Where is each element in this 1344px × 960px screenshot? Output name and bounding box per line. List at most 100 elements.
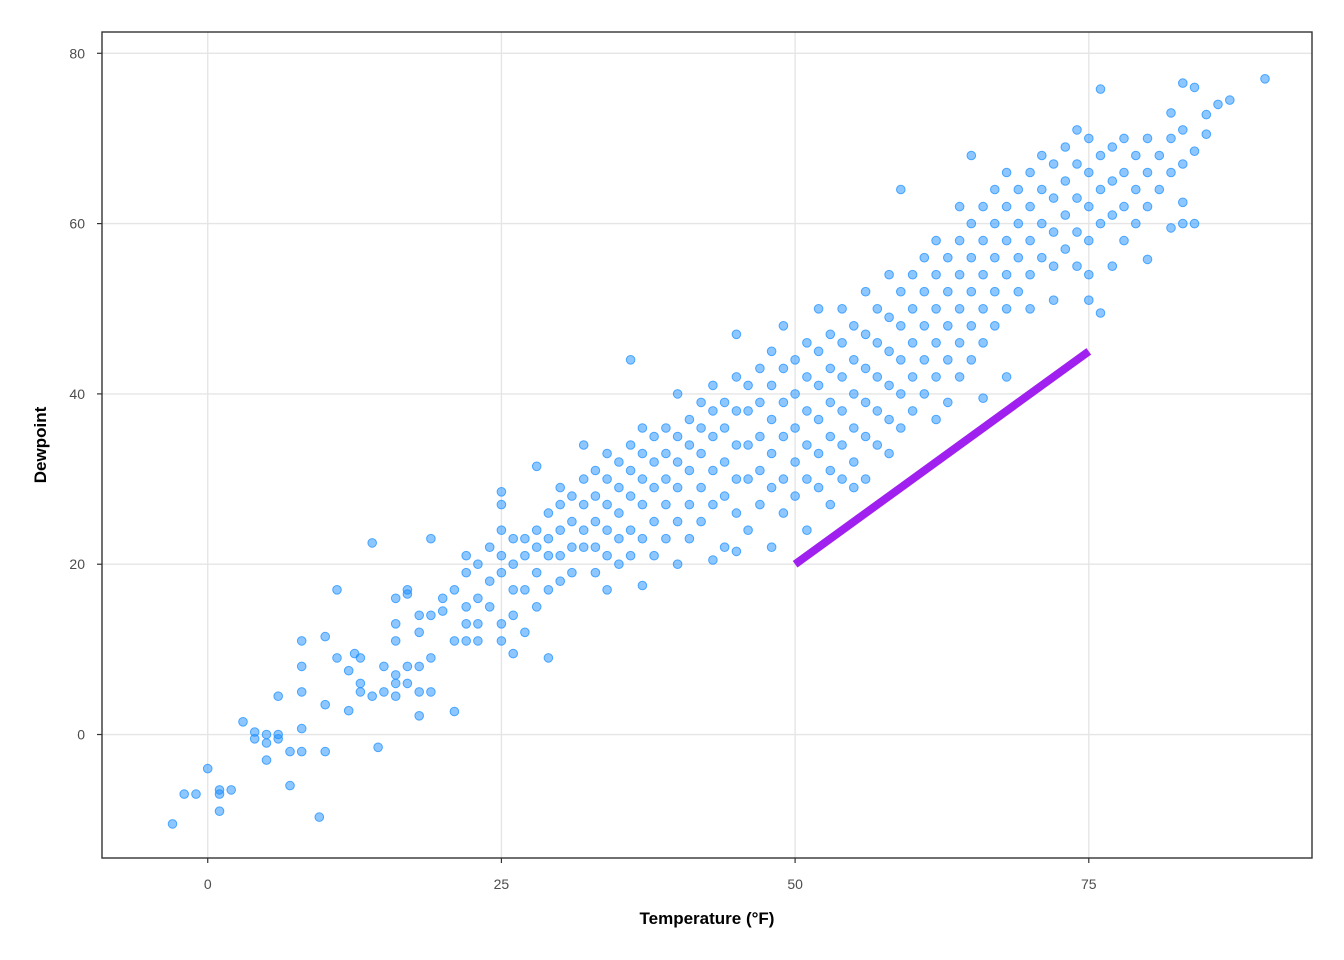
scatter-point: [837, 474, 847, 484]
scatter-point: [1095, 84, 1106, 94]
scatter-point: [766, 414, 777, 425]
scatter-point: [766, 542, 777, 553]
scatter-point: [884, 312, 894, 323]
scatter-point: [943, 397, 953, 408]
scatter-point: [167, 819, 178, 829]
scatter-point: [461, 550, 472, 561]
scatter-point: [1048, 193, 1059, 203]
scatter-point: [684, 465, 695, 476]
scatter-point: [919, 321, 930, 331]
scatter-point: [602, 585, 612, 595]
scatter-point: [931, 338, 941, 348]
scatter-point: [1084, 235, 1094, 246]
scatter-point: [1048, 261, 1059, 272]
scatter-point: [731, 474, 742, 484]
scatter-point: [332, 653, 342, 663]
scatter-point: [802, 440, 812, 450]
scatter-point: [402, 585, 413, 595]
scatter-point: [1037, 150, 1047, 161]
scatter-point: [708, 406, 718, 416]
scatter-point: [766, 380, 777, 391]
scatter-point: [1225, 95, 1235, 105]
scatter-point: [884, 380, 894, 391]
scatter-point: [367, 538, 378, 548]
scatter-point: [1013, 184, 1024, 195]
scatter-point: [426, 687, 436, 697]
y-tick-label: 20: [69, 556, 85, 572]
scatter-point: [907, 406, 918, 416]
scatter-point: [484, 542, 495, 553]
scatter-point: [320, 631, 331, 642]
scatter-point: [261, 729, 272, 740]
scatter-point: [531, 602, 542, 612]
scatter-point: [379, 661, 389, 672]
scatter-point: [555, 482, 566, 493]
scatter-point: [1048, 159, 1059, 169]
scatter-point: [1072, 261, 1082, 272]
scatter-point: [954, 372, 965, 382]
scatter-point: [872, 440, 883, 450]
scatter-point: [461, 636, 472, 646]
scatter-point: [649, 516, 659, 527]
scatter-point: [684, 440, 695, 450]
scatter-point: [1025, 235, 1035, 246]
scatter-point: [755, 397, 765, 408]
scatter-point: [884, 346, 894, 357]
scatter-point: [1131, 150, 1141, 161]
x-axis-title: Temperature (°F): [640, 909, 775, 928]
scatter-point: [708, 555, 718, 565]
scatter-point: [1107, 142, 1118, 152]
scatter-point: [1142, 133, 1153, 144]
scatter-points: [167, 74, 1270, 829]
scatter-point: [672, 516, 683, 527]
scatter-point: [390, 670, 401, 680]
scatter-point: [943, 286, 953, 297]
scatter-point: [896, 286, 906, 297]
scatter-point: [296, 661, 307, 672]
scatter-point: [473, 636, 483, 646]
scatter-point: [931, 414, 941, 425]
scatter-point: [614, 457, 624, 467]
scatter-point: [461, 602, 472, 612]
scatter-point: [590, 542, 601, 553]
scatter-point: [1025, 304, 1035, 314]
scatter-point: [672, 457, 683, 467]
scatter-point: [778, 508, 789, 518]
scatter-point: [1154, 184, 1165, 195]
scatter-point: [954, 235, 965, 246]
scatter-point: [931, 269, 941, 280]
scatter-point: [1142, 201, 1153, 212]
scatter-point: [1037, 184, 1047, 195]
scatter-point: [849, 389, 859, 399]
scatter-point: [1201, 109, 1212, 120]
scatter-point: [1013, 252, 1024, 263]
scatter-point: [508, 585, 519, 595]
scatter-point: [179, 789, 189, 799]
scatter-point: [943, 321, 953, 331]
scatter-point: [1107, 176, 1118, 186]
x-tick-label: 25: [494, 876, 510, 892]
scatter-point: [1001, 201, 1012, 212]
scatter-point: [802, 474, 812, 484]
scatter-point: [790, 355, 800, 365]
scatter-point: [872, 338, 883, 348]
scatter-point: [379, 687, 389, 697]
trend-segment: [792, 348, 1092, 568]
scatter-point: [649, 550, 659, 561]
scatter-point: [966, 150, 977, 161]
scatter-point: [990, 321, 1000, 331]
scatter-point: [602, 550, 612, 561]
scatter-point: [719, 491, 730, 501]
scatter-point: [191, 789, 201, 799]
scatter-point: [849, 355, 859, 365]
scatter-point: [825, 431, 836, 442]
scatter-point: [860, 363, 871, 374]
scatter-point: [1189, 218, 1200, 229]
y-tick-label: 0: [77, 727, 85, 743]
scatter-point: [1001, 235, 1012, 246]
scatter-point: [1213, 99, 1223, 110]
y-tick-label: 80: [69, 45, 85, 61]
scatter-point: [790, 491, 800, 501]
scatter-point: [1001, 167, 1012, 178]
scatter-point: [661, 423, 671, 433]
